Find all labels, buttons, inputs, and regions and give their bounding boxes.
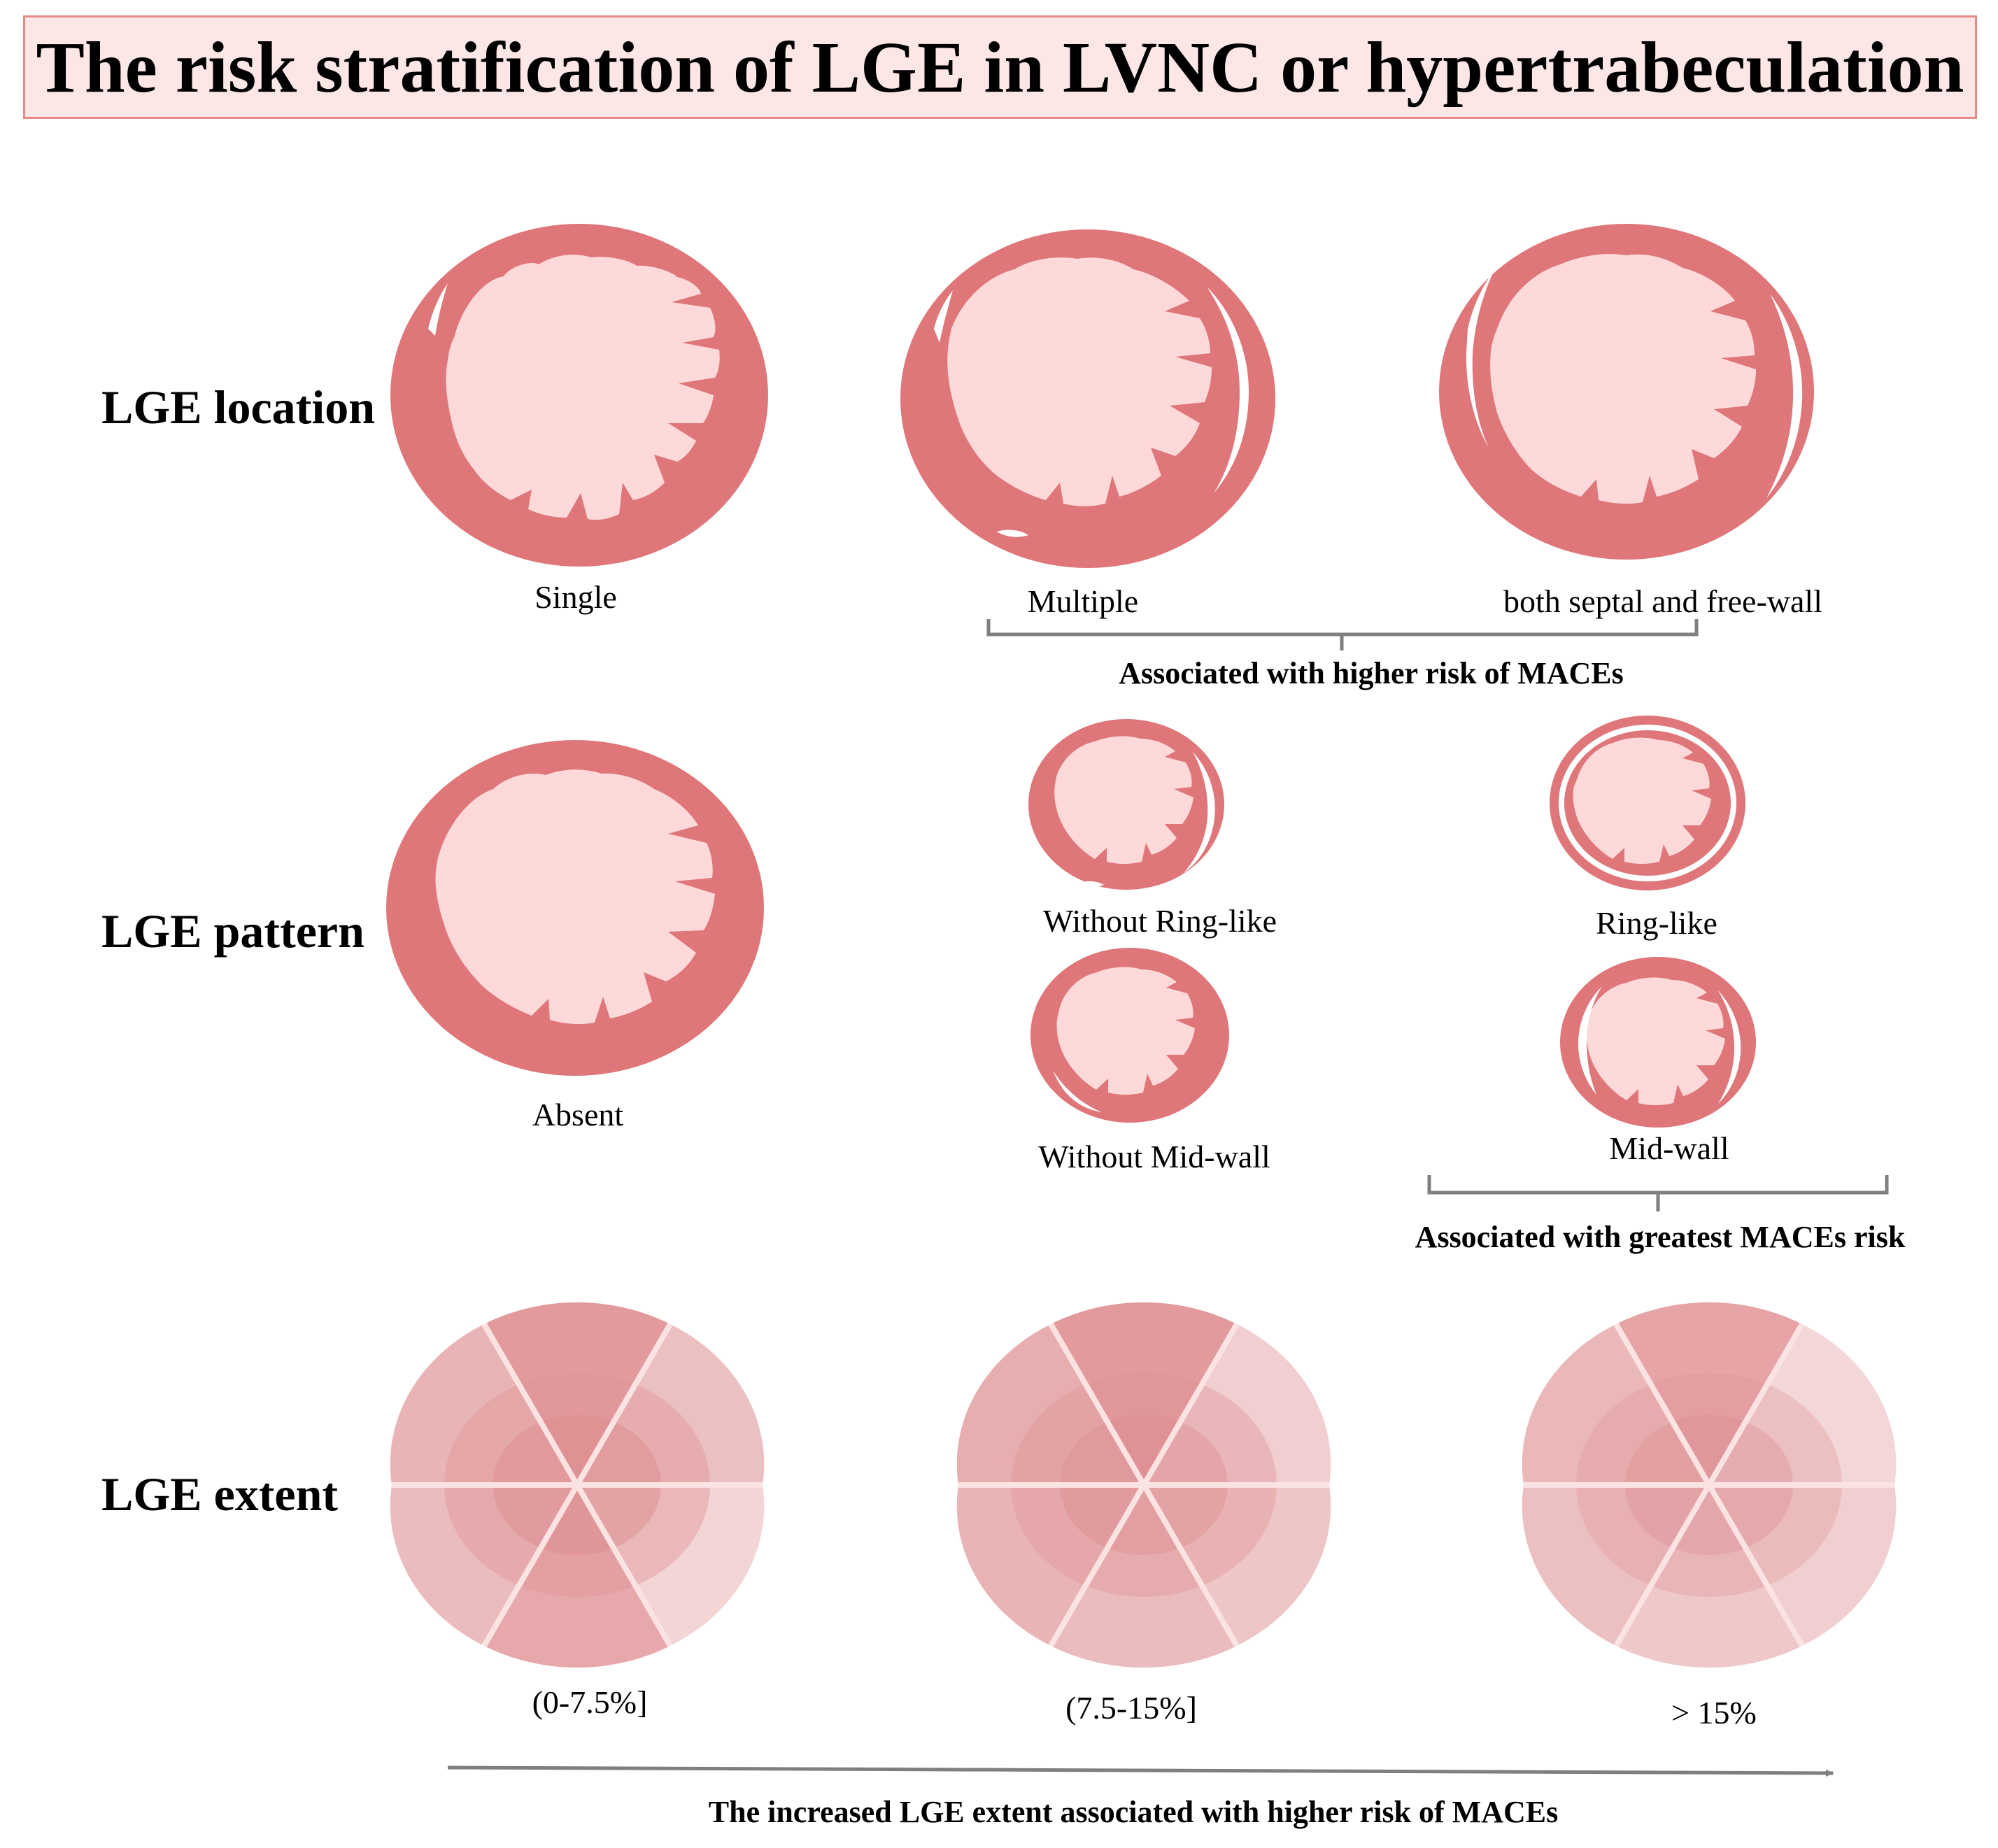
caption-multiple: Multiple — [1027, 583, 1139, 619]
trabeculated-cavity — [1573, 737, 1711, 864]
trabeculated-cavity — [1586, 977, 1725, 1105]
trabeculated-cavity — [1490, 254, 1756, 504]
heart-ring-like — [1550, 716, 1745, 890]
trabeculated-cavity — [435, 769, 715, 1025]
caption-absent: Absent — [532, 1097, 624, 1132]
bracket-location — [986, 619, 1699, 651]
note-higher-risk: Associated with higher risk of MACEs — [1119, 656, 1624, 690]
caption-extent-mid: (7.5-15%] — [1065, 1690, 1197, 1726]
trabeculated-cavity — [1056, 967, 1195, 1095]
caption-mid-wall: Mid-wall — [1609, 1130, 1729, 1166]
lge-enhancement — [1466, 271, 1494, 448]
heart-without-mid-wall — [1030, 948, 1229, 1123]
extent-arrow — [447, 1765, 1834, 1777]
note-greatest-risk: Associated with greatest MACEs risk — [1415, 1220, 1906, 1254]
lge-enhancement — [1184, 752, 1215, 873]
note-extent-risk: The increased LGE extent associated with… — [708, 1795, 1559, 1829]
trabeculated-cavity — [947, 257, 1212, 506]
trabeculated-cavity — [446, 255, 720, 520]
lge-enhancement — [1207, 287, 1249, 493]
title-banner: The risk stratification of LGE in LVNC o… — [23, 15, 1977, 119]
trabeculated-cavity — [1054, 736, 1193, 864]
lge-enhancement — [934, 290, 953, 343]
caption-ring-like: Ring-like — [1596, 905, 1717, 941]
extent-disc-2 — [956, 1302, 1331, 1668]
caption-without-mid-wall: Without Mid-wall — [1038, 1139, 1270, 1174]
row-label-location: LGE location — [101, 381, 376, 434]
lge-enhancement — [1717, 990, 1741, 1104]
lge-enhancement — [997, 529, 1028, 537]
lge-enhancement — [1766, 294, 1803, 498]
heart-mid-wall — [1560, 957, 1756, 1128]
heart-without-ring — [1028, 719, 1224, 890]
row-label-pattern: LGE pattern — [101, 904, 364, 958]
figure-title: The risk stratification of LGE in LVNC o… — [36, 27, 1964, 108]
caption-septal-free-wall: both septal and free-wall — [1503, 583, 1822, 619]
heart-septal-free-wall — [1439, 224, 1814, 560]
extent-disc-1 — [390, 1302, 765, 1668]
heart-multiple — [900, 229, 1275, 568]
lge-enhancement — [1578, 986, 1602, 1095]
caption-extent-low: (0-7.5%] — [532, 1684, 648, 1720]
caption-extent-high: > 15% — [1671, 1695, 1757, 1730]
row-label-extent: LGE extent — [101, 1467, 339, 1521]
extent-disc-3 — [1522, 1302, 1897, 1668]
lge-enhancement — [1081, 881, 1104, 887]
lge-enhancement — [428, 283, 448, 336]
caption-without-ring: Without Ring-like — [1042, 903, 1277, 939]
bracket-pattern — [1427, 1175, 1889, 1211]
caption-single: Single — [534, 579, 617, 615]
heart-single — [390, 224, 768, 567]
heart-absent — [386, 740, 764, 1076]
